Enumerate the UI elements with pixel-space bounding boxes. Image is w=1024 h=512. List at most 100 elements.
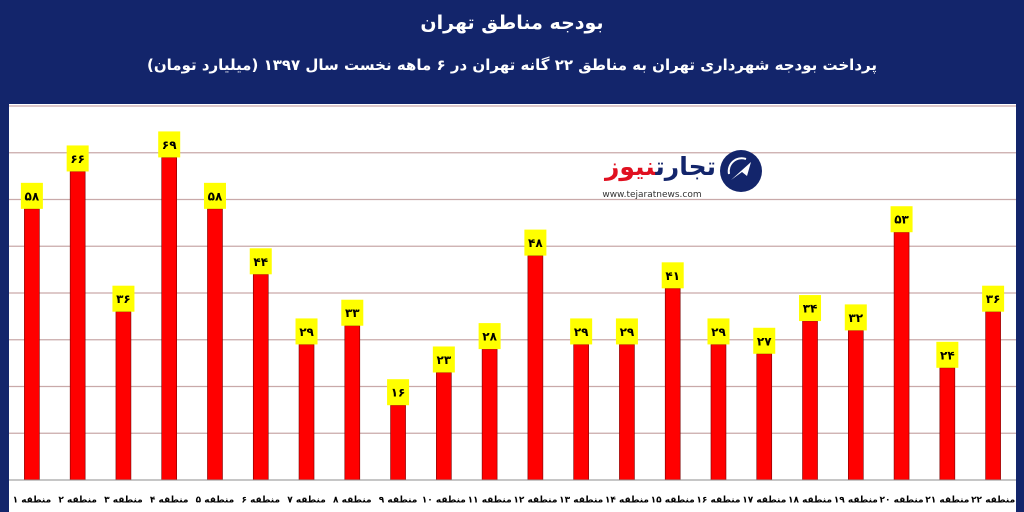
data-label-box xyxy=(661,262,684,289)
data-label-box xyxy=(524,229,547,256)
chart-title: بودجه مناطق تهران xyxy=(420,12,604,34)
data-label: ۲۹ xyxy=(574,325,589,339)
data-label: ۴۱ xyxy=(665,269,680,283)
data-label-box xyxy=(753,327,776,354)
x-tick-label: منطقه ۷ xyxy=(287,496,326,506)
data-label: ۵۸ xyxy=(208,189,223,203)
data-label-box xyxy=(203,182,226,209)
bar xyxy=(390,404,406,481)
data-label: ۲۹ xyxy=(299,325,314,339)
data-label-box xyxy=(20,182,43,209)
data-label-box xyxy=(707,318,730,345)
bar xyxy=(802,320,818,481)
bar xyxy=(344,325,361,481)
bar xyxy=(298,344,315,481)
x-tick-label: منطقه ۲۲ xyxy=(971,496,1015,506)
x-tick-label: منطقه ۱۶ xyxy=(696,496,740,506)
logo-name-part2: نیوز xyxy=(604,152,656,181)
data-label: ۳۳ xyxy=(345,306,360,320)
data-label-box xyxy=(295,318,318,345)
data-label: ۳۴ xyxy=(803,302,818,316)
data-label-box xyxy=(982,285,1005,312)
data-label: ۳۶ xyxy=(986,292,1001,306)
x-tick-label: منطقه ۶ xyxy=(241,496,280,506)
x-tick-label: منطقه ۱۵ xyxy=(651,496,695,506)
x-tick-label: منطقه ۲۱ xyxy=(925,496,969,506)
data-label-box xyxy=(66,145,89,172)
data-label: ۳۲ xyxy=(848,311,863,325)
chart-header: بودجه مناطق تهران پرداخت بودجه شهرداری ت… xyxy=(0,0,1024,100)
data-label-box xyxy=(249,248,272,275)
logo-url: www.tejaratnews.com xyxy=(602,190,702,200)
logo-wordmark: تجارتنیوز xyxy=(584,152,716,181)
bar xyxy=(207,208,223,481)
data-label-box xyxy=(570,318,593,345)
data-label: ۴۸ xyxy=(528,236,543,250)
data-label: ۵۳ xyxy=(894,213,909,227)
bar xyxy=(115,311,132,481)
bar xyxy=(619,344,635,481)
bar xyxy=(756,353,773,481)
bar xyxy=(24,208,40,481)
bar xyxy=(710,344,727,481)
x-tick-label: منطقه ۱۰ xyxy=(422,496,466,506)
bar xyxy=(939,367,956,481)
data-label: ۲۳ xyxy=(437,353,452,367)
data-label: ۱۶ xyxy=(391,386,406,400)
x-tick-label: منطقه ۳ xyxy=(104,496,143,506)
logo-name-part1: تجارت xyxy=(655,152,716,181)
x-tick-label: منطقه ۲۰ xyxy=(880,496,924,506)
bar xyxy=(985,311,1001,481)
data-label-box xyxy=(936,341,959,368)
chart-subtitle: پرداخت بودجه شهرداری تهران به مناطق ۲۲ گ… xyxy=(147,56,877,74)
x-tick-label: منطقه ۱۱ xyxy=(468,496,512,506)
data-label: ۲۹ xyxy=(711,325,726,339)
data-label-box xyxy=(341,299,364,326)
x-tick-label: منطقه ۵ xyxy=(196,496,235,506)
data-label: ۴۴ xyxy=(253,255,268,269)
bar xyxy=(893,231,910,481)
x-tick-label: منطقه ۸ xyxy=(333,496,372,506)
data-label-box xyxy=(112,285,135,312)
bar xyxy=(252,273,269,481)
bar xyxy=(436,372,452,481)
x-tick-label: منطقه ۹ xyxy=(379,496,418,506)
data-label: ۲۷ xyxy=(757,334,772,348)
data-label: ۲۴ xyxy=(940,348,955,362)
x-tick-label: منطقه ۱۷ xyxy=(742,496,786,506)
data-label: ۶۶ xyxy=(70,152,85,166)
bar xyxy=(847,330,864,481)
x-tick-label: منطقه ۱۳ xyxy=(559,496,603,506)
x-tick-label: منطقه ۱۹ xyxy=(834,496,878,506)
data-label: ۲۹ xyxy=(620,325,635,339)
data-label-box xyxy=(432,346,455,373)
data-label-box xyxy=(478,323,501,350)
data-label: ۲۸ xyxy=(482,330,497,344)
logo-emblem-icon xyxy=(720,150,762,192)
data-label-box xyxy=(158,131,181,158)
data-label: ۶۹ xyxy=(162,138,177,152)
data-label-box xyxy=(844,304,867,331)
data-label: ۵۸ xyxy=(25,189,40,203)
data-label-box xyxy=(387,379,410,406)
x-tick-label: منطقه ۲ xyxy=(58,496,97,506)
bar xyxy=(664,288,681,481)
x-tick-label: منطقه ۱ xyxy=(13,496,52,506)
data-label-box xyxy=(799,295,822,322)
data-label-box xyxy=(615,318,638,345)
bar xyxy=(481,348,498,481)
bar xyxy=(161,157,178,481)
x-tick-label: منطقه ۱۸ xyxy=(788,496,832,506)
x-tick-label: منطقه ۴ xyxy=(150,496,189,506)
bar xyxy=(573,344,589,481)
x-tick-label: منطقه ۱۲ xyxy=(513,496,557,506)
data-label-box xyxy=(890,206,913,233)
data-label: ۳۶ xyxy=(116,292,131,306)
x-tick-label: منطقه ۱۴ xyxy=(605,496,649,506)
x-axis-band xyxy=(9,484,1016,512)
bar xyxy=(527,255,544,481)
tejaratnews-logo: تجارتنیوز www.tejaratnews.com xyxy=(584,146,762,210)
bar xyxy=(69,171,86,481)
